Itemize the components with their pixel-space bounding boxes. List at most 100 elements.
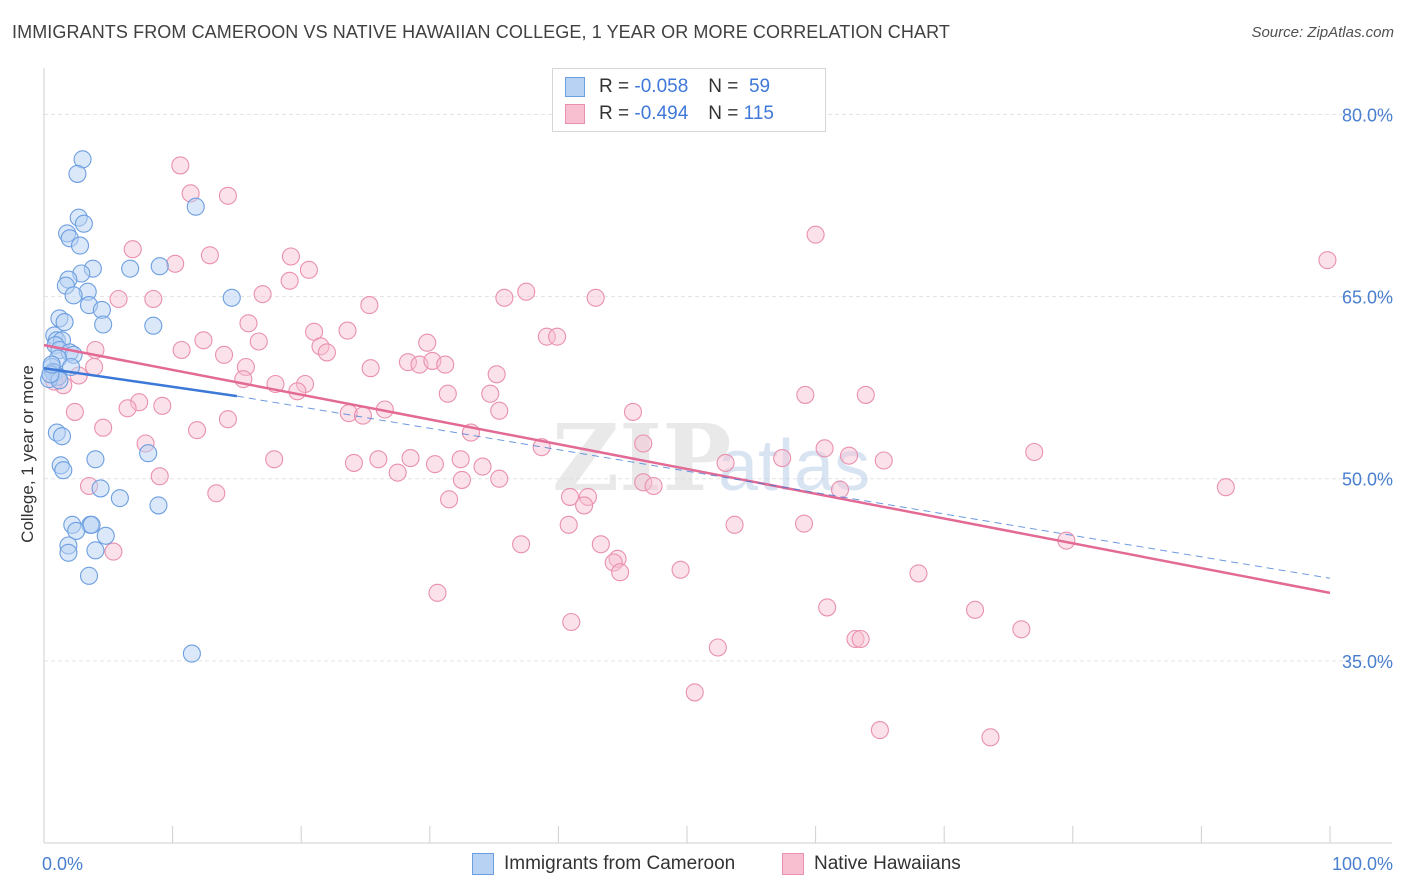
- bottom-legend-label: Immigrants from Cameroon: [504, 853, 736, 874]
- y-tick-label: 35.0%: [1342, 652, 1393, 672]
- data-point-native-hawaiians: [966, 600, 985, 619]
- data-point-native-hawaiians: [623, 402, 643, 421]
- data-point-native-hawaiians: [725, 515, 744, 534]
- data-point-native-hawaiians: [716, 453, 735, 472]
- data-point-native-hawaiians: [981, 728, 1000, 747]
- data-point-immigrants-from-cameroon: [96, 526, 115, 545]
- data-point-immigrants-from-cameroon: [110, 489, 129, 508]
- trend-line-cameroon-extended: [236, 395, 1331, 579]
- y-tick-label: 65.0%: [1342, 288, 1393, 308]
- data-point-immigrants-from-cameroon: [149, 496, 168, 515]
- y-axis-label: College, 1 year or more: [18, 365, 37, 543]
- watermark: ZIP atlas: [552, 404, 870, 512]
- data-point-native-hawaiians: [839, 446, 859, 465]
- bottom-legend-swatch-blue: [472, 853, 494, 875]
- data-point-native-hawaiians: [1216, 478, 1235, 497]
- data-point-native-hawaiians: [870, 721, 889, 740]
- axes: [43, 68, 1392, 844]
- series-native-hawaiians: [45, 156, 1337, 747]
- data-point-native-hawaiians: [109, 289, 128, 309]
- data-point-native-hawaiians: [281, 247, 300, 266]
- data-point-native-hawaiians: [172, 340, 191, 360]
- data-point-native-hawaiians: [360, 296, 379, 315]
- data-point-native-hawaiians: [296, 374, 315, 394]
- data-point-immigrants-from-cameroon: [59, 543, 78, 562]
- data-point-native-hawaiians: [218, 186, 237, 205]
- data-point-native-hawaiians: [440, 490, 459, 509]
- data-point-native-hawaiians: [353, 406, 372, 425]
- data-point-native-hawaiians: [490, 401, 509, 420]
- data-point-native-hawaiians: [604, 553, 623, 572]
- data-point-native-hawaiians: [473, 457, 492, 476]
- data-point-immigrants-from-cameroon: [82, 515, 101, 534]
- data-point-native-hawaiians: [85, 357, 104, 377]
- data-point-native-hawaiians: [818, 598, 837, 617]
- data-point-immigrants-from-cameroon: [67, 521, 86, 540]
- data-point-immigrants-from-cameroon: [70, 236, 90, 255]
- data-point-native-hawaiians: [418, 333, 437, 352]
- data-point-native-hawaiians: [299, 260, 318, 279]
- data-point-native-hawaiians: [218, 410, 237, 429]
- legend: R = -0.058 N = 59 R = -0.494 N = 115: [552, 68, 826, 132]
- data-point-native-hawaiians: [586, 288, 605, 307]
- y-tick-label: 50.0%: [1342, 470, 1393, 490]
- data-point-native-hawaiians: [265, 450, 284, 469]
- data-point-immigrants-from-cameroon: [52, 427, 72, 446]
- trend-line-native-hawaiians: [43, 343, 1331, 595]
- data-point-native-hawaiians: [578, 487, 598, 506]
- trend-lines: [43, 343, 1331, 595]
- data-point-native-hawaiians: [401, 449, 420, 468]
- data-point-native-hawaiians: [130, 393, 149, 412]
- trend-line-immigrants-from-cameroon: [43, 366, 238, 398]
- data-point-immigrants-from-cameroon: [91, 479, 110, 498]
- legend-n-label: N =: [708, 103, 739, 124]
- y-tick-labels: 35.0% 50.0% 65.0% 80.0%: [1342, 105, 1393, 671]
- gridlines: [44, 113, 1392, 662]
- data-point-native-hawaiians: [398, 353, 417, 372]
- data-point-native-hawaiians: [452, 470, 472, 489]
- data-point-native-hawaiians: [671, 560, 690, 579]
- data-point-native-hawaiians: [794, 514, 814, 533]
- data-point-native-hawaiians: [517, 282, 536, 301]
- bottom-legend-hawaiians: Native Hawaiians: [782, 851, 961, 877]
- data-point-native-hawaiians: [815, 439, 834, 458]
- watermark-zip: ZIP: [552, 404, 731, 512]
- data-point-native-hawaiians: [369, 450, 388, 469]
- data-point-native-hawaiians: [560, 487, 580, 506]
- data-point-native-hawaiians: [451, 450, 470, 469]
- data-point-immigrants-from-cameroon: [139, 444, 158, 463]
- data-point-immigrants-from-cameroon: [86, 541, 105, 560]
- data-point-native-hawaiians: [166, 254, 185, 273]
- data-point-native-hawaiians: [611, 563, 630, 582]
- data-point-immigrants-from-cameroon: [186, 197, 205, 216]
- data-point-native-hawaiians: [591, 535, 610, 554]
- data-point-native-hawaiians: [634, 473, 653, 492]
- data-point-native-hawaiians: [153, 396, 172, 415]
- data-point-immigrants-from-cameroon: [94, 315, 113, 334]
- bottom-legend-swatch-pink: [782, 853, 804, 875]
- data-point-immigrants-from-cameroon: [54, 461, 73, 480]
- bottom-legend-cameroon: Immigrants from Cameroon: [472, 851, 735, 877]
- data-point-native-hawaiians: [123, 240, 142, 259]
- data-point-native-hawaiians: [200, 246, 219, 265]
- data-point-native-hawaiians: [1318, 251, 1337, 270]
- x-tick-label: 0.0%: [42, 854, 83, 874]
- data-point-native-hawaiians: [94, 418, 113, 437]
- watermark-atlas: atlas: [718, 426, 870, 506]
- data-point-immigrants-from-cameroon: [121, 259, 140, 278]
- data-point-native-hawaiians: [118, 399, 137, 418]
- data-point-native-hawaiians: [338, 321, 357, 340]
- data-point-native-hawaiians: [874, 451, 893, 470]
- data-point-native-hawaiians: [490, 469, 509, 488]
- legend-n-label: N =: [708, 76, 739, 97]
- data-point-native-hawaiians: [634, 434, 653, 453]
- source-label: Source: ZipAtlas.com: [1251, 24, 1394, 41]
- data-point-immigrants-from-cameroon: [79, 566, 99, 585]
- legend-swatch-pink: [565, 104, 585, 124]
- data-point-native-hawaiians: [361, 359, 380, 378]
- data-point-native-hawaiians: [253, 285, 272, 304]
- data-point-native-hawaiians: [851, 629, 870, 649]
- data-point-immigrants-from-cameroon: [150, 257, 169, 276]
- data-point-immigrants-from-cameroon: [55, 313, 74, 332]
- data-point-native-hawaiians: [846, 629, 865, 649]
